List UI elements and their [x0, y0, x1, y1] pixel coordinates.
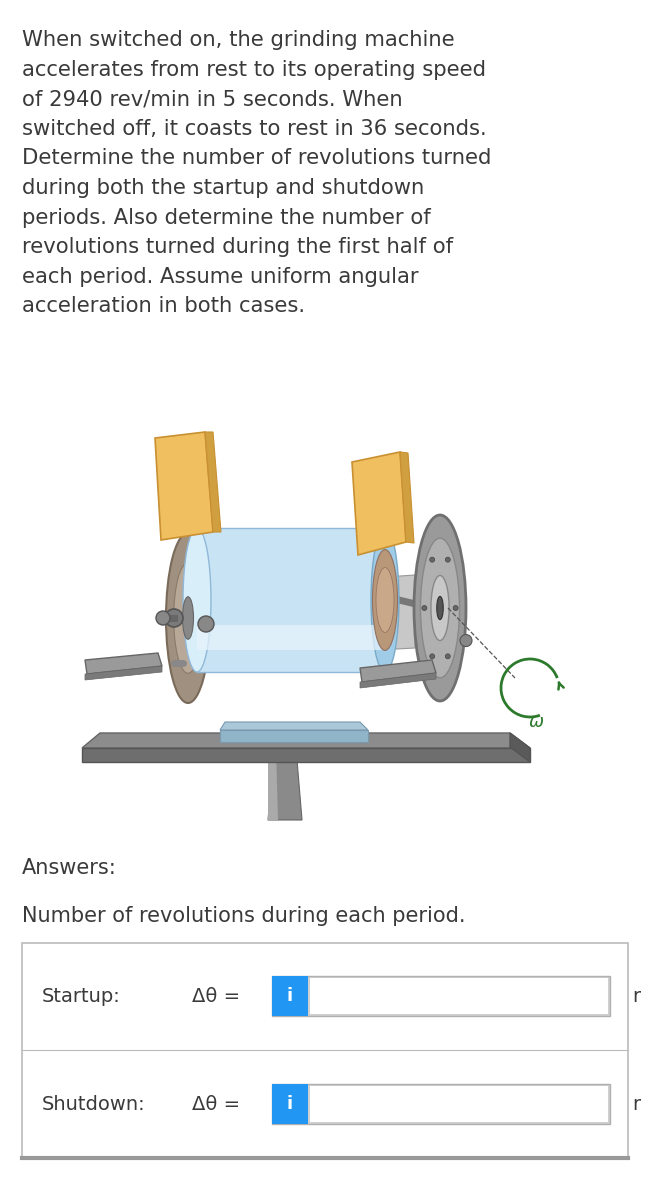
Ellipse shape — [430, 557, 435, 562]
Polygon shape — [268, 748, 278, 820]
Ellipse shape — [156, 611, 170, 625]
Bar — [22, 943, 628, 1158]
Polygon shape — [400, 452, 414, 542]
Polygon shape — [352, 452, 406, 554]
Bar — [310, 1086, 608, 1122]
Ellipse shape — [414, 515, 466, 701]
Polygon shape — [155, 432, 213, 540]
Bar — [197, 528, 385, 672]
Ellipse shape — [422, 606, 427, 611]
Ellipse shape — [437, 596, 443, 619]
Text: Δθ =: Δθ = — [192, 986, 240, 1006]
Polygon shape — [220, 730, 368, 742]
Polygon shape — [82, 733, 530, 748]
Ellipse shape — [182, 596, 193, 640]
Polygon shape — [360, 673, 436, 688]
Text: $\omega$: $\omega$ — [528, 713, 544, 731]
Ellipse shape — [371, 528, 399, 672]
Ellipse shape — [183, 528, 211, 672]
Bar — [272, 976, 308, 1016]
Text: Δθ =: Δθ = — [192, 1094, 240, 1114]
Bar — [310, 978, 608, 1014]
Ellipse shape — [445, 654, 450, 659]
Text: Shutdown:: Shutdown: — [42, 1094, 145, 1114]
Polygon shape — [205, 432, 221, 532]
Bar — [272, 1084, 610, 1124]
Polygon shape — [268, 748, 302, 820]
Ellipse shape — [430, 654, 435, 659]
Ellipse shape — [431, 576, 449, 641]
Text: Answers:: Answers: — [22, 858, 116, 878]
Text: i: i — [287, 986, 293, 1006]
Bar — [272, 976, 610, 1016]
Text: Number of revolutions during each period.: Number of revolutions during each period… — [22, 906, 465, 926]
Ellipse shape — [420, 539, 459, 678]
Text: Startup:: Startup: — [42, 986, 121, 1006]
Polygon shape — [220, 722, 368, 730]
Ellipse shape — [460, 635, 472, 647]
Polygon shape — [85, 666, 162, 680]
Polygon shape — [85, 653, 162, 674]
Ellipse shape — [453, 606, 458, 611]
Ellipse shape — [445, 557, 450, 562]
Ellipse shape — [165, 608, 183, 626]
Polygon shape — [82, 748, 530, 762]
Text: r: r — [632, 986, 640, 1006]
Text: When switched on, the grinding machine
accelerates from rest to its operating sp: When switched on, the grinding machine a… — [22, 30, 492, 317]
Polygon shape — [197, 625, 385, 650]
Polygon shape — [360, 660, 436, 682]
Polygon shape — [195, 575, 415, 660]
Ellipse shape — [166, 533, 210, 703]
Bar — [272, 1084, 308, 1124]
Polygon shape — [510, 733, 530, 762]
Ellipse shape — [372, 550, 397, 650]
Ellipse shape — [174, 563, 202, 673]
Ellipse shape — [198, 616, 214, 632]
Text: r: r — [632, 1094, 640, 1114]
Ellipse shape — [376, 568, 394, 632]
Text: i: i — [287, 1094, 293, 1114]
